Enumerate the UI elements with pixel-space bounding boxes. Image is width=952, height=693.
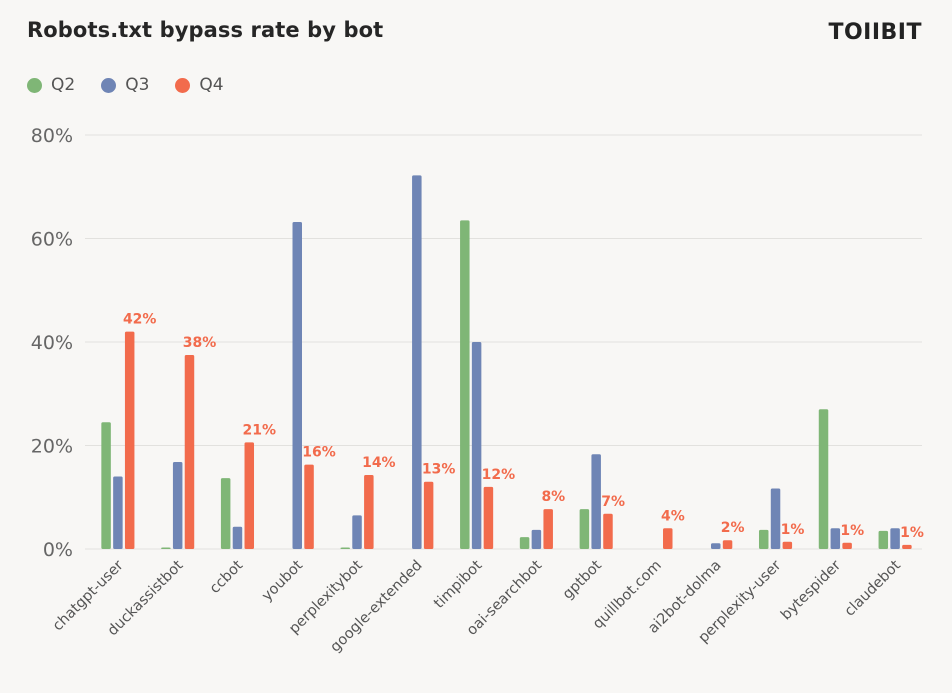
legend-item-q4[interactable]: Q4 <box>175 75 224 95</box>
bar-q2-ccbot <box>220 478 231 549</box>
legend-label-q2: Q2 <box>51 75 76 95</box>
bar-q3-perplexitybot <box>352 515 362 549</box>
brand-logo: TOIIBIT <box>828 20 922 45</box>
bar-q2-claudebot <box>878 530 889 549</box>
bar-q2-timpibot <box>460 220 470 549</box>
bar-q4-youbot <box>304 464 314 549</box>
legend-swatch-q4 <box>175 77 191 93</box>
data-label-q4: 7% <box>601 494 625 510</box>
legend-label-q4: Q4 <box>199 75 224 95</box>
bar-q3-timpibot <box>471 342 482 549</box>
bar-q2-perplexitybot <box>340 547 350 549</box>
y-tick-label: 60% <box>31 229 73 251</box>
x-tick-label: bytespider <box>778 557 844 623</box>
bar-q2-oai-searchbot <box>519 537 530 549</box>
data-label-q4: 42% <box>123 312 157 328</box>
x-tick-label: youbot <box>259 557 306 604</box>
bar-q3-duckassistbot <box>172 462 183 549</box>
data-label-q4: 14% <box>362 455 396 471</box>
chart-legend: Q2 Q3 Q4 <box>27 75 224 95</box>
bar-q4-quillbot.com <box>663 528 673 549</box>
bar-q4-perplexitybot <box>364 474 374 549</box>
bar-q3-ai2bot-dolma <box>711 543 721 549</box>
data-label-q4: 2% <box>721 520 745 536</box>
bar-q3-gptbot <box>591 454 601 549</box>
data-label-q4: 21% <box>243 422 277 438</box>
y-tick-label: 20% <box>31 436 73 458</box>
bar-q4-duckassistbot <box>184 354 195 549</box>
bar-q3-youbot <box>292 221 302 549</box>
legend-swatch-q3 <box>101 77 117 93</box>
bar-q3-chatgpt-user <box>113 476 123 549</box>
data-label-q4: 1% <box>781 522 805 538</box>
y-tick-label: 0% <box>43 539 73 561</box>
x-tick-label: gptbot <box>560 557 605 602</box>
data-label-q4: 1% <box>840 523 864 539</box>
bar-q3-google-extended <box>412 175 422 550</box>
bar-q4-chatgpt-user <box>124 331 135 549</box>
y-tick-label: 80% <box>31 125 73 147</box>
bar-q3-ccbot <box>232 526 243 549</box>
x-tick-label: ccbot <box>207 557 247 597</box>
bar-q2-duckassistbot <box>161 547 171 549</box>
data-label-q4: 38% <box>183 335 217 351</box>
bar-q4-ccbot <box>244 442 255 549</box>
legend-swatch-q2 <box>27 77 42 93</box>
bar-q2-bytespider <box>818 409 829 549</box>
data-label-q4: 12% <box>482 467 516 483</box>
bar-q3-claudebot <box>890 528 900 549</box>
bar-q2-chatgpt-user <box>101 422 111 549</box>
bar-q4-claudebot <box>902 544 912 549</box>
data-label-q4: 8% <box>541 489 565 505</box>
x-tick-label: claudebot <box>842 557 904 619</box>
data-label-q4: 4% <box>661 508 685 524</box>
bar-q3-bytespider <box>830 528 841 549</box>
chart-title: Robots.txt bypass rate by bot <box>27 18 384 42</box>
bar-q4-perplexity-user <box>782 541 793 549</box>
bar-q4-gptbot <box>603 513 613 549</box>
legend-label-q3: Q3 <box>125 75 150 95</box>
data-label-q4: 13% <box>422 462 456 478</box>
bar-q4-timpibot <box>483 486 494 549</box>
bar-q2-gptbot <box>579 509 590 549</box>
bar-q3-oai-searchbot <box>531 529 542 549</box>
bar-q4-bytespider <box>842 542 852 549</box>
bar-q3-perplexity-user <box>770 488 781 549</box>
bar-q4-oai-searchbot <box>543 509 553 549</box>
data-label-q4: 16% <box>302 445 336 461</box>
x-tick-label: timpibot <box>431 557 486 612</box>
bar-q4-google-extended <box>423 481 434 549</box>
data-label-q4: 1% <box>900 525 924 541</box>
legend-item-q2[interactable]: Q2 <box>27 75 75 95</box>
legend-item-q3[interactable]: Q3 <box>101 75 149 95</box>
bar-q2-perplexity-user <box>758 529 769 549</box>
y-tick-label: 40% <box>31 332 73 354</box>
bar-q4-ai2bot-dolma <box>722 540 733 549</box>
